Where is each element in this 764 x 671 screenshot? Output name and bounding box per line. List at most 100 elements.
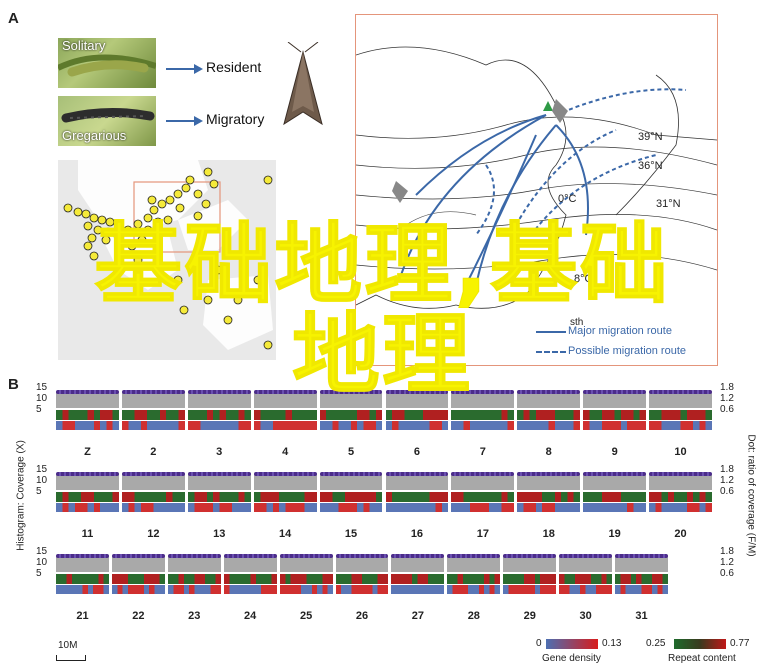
coverage-histogram [56,392,119,408]
chromosome-label: 26 [355,610,369,622]
chromosome-track [335,550,389,598]
coverage-histogram [56,556,109,572]
chromosome-track [451,386,515,434]
repeat-content-track [451,492,515,502]
chromosome-track [121,386,185,434]
right-axis-tick: 0.6 [720,486,734,497]
chromosome-label: 8 [545,446,552,458]
gene-density-track [335,585,389,594]
repeat-content-track [559,574,613,584]
scale-bar-label: 10M [58,640,78,651]
gene-density-min: 0 [536,638,542,649]
chromosome-label: 13 [213,528,226,540]
repeat-content-track [319,410,383,420]
ratio-dots [167,554,221,558]
chromosome-label: 28 [467,610,480,622]
migration-map: 39°N 36°N 0°C 31°N 8°C sth Major migrati… [355,14,718,366]
chromosome-track [583,468,647,516]
chromosome-label: 15 [344,528,358,540]
occurrence-dot [73,207,83,217]
gene-density-track [391,585,445,594]
chromosome-label: 7 [479,446,486,458]
gene-density-title: Gene density [542,653,601,664]
ratio-dots [615,554,668,558]
chromosome-label: 14 [279,528,292,540]
right-axis-label: Dot: ratio of coverage (F/M) [745,434,757,557]
repeat-content-track [335,574,389,584]
occurrence-dot [93,225,103,235]
right-axis-tick: 1.2 [720,557,734,568]
gene-density-colorbar [546,639,598,649]
left-axis-tick: 15 [36,382,48,393]
gene-density-track [559,585,613,594]
repeat-content-track [451,410,515,420]
occurrence-dot [105,217,115,227]
coverage-histogram [253,474,317,490]
ratio-dots [583,472,647,476]
chromosome-label: 2 [150,446,157,458]
left-axis-tick: 5 [36,568,42,579]
left-axis-tick: 5 [36,486,42,497]
isotherm-31n: 31°N [656,198,681,210]
isotherm-36n: 36°N [638,160,663,172]
ratio-dots [517,472,581,476]
ratio-dots [649,390,712,394]
gene-density-track [56,421,119,430]
chromosome-track [385,468,449,516]
left-axis-tick: 5 [36,404,42,415]
ratio-dots [319,390,383,394]
left-axis-tick: 10 [36,557,48,568]
gene-density-track [56,503,119,512]
chromosome-track [253,386,317,434]
coverage-histogram [615,556,668,572]
chromosome-label: 4 [282,446,289,458]
repeat-content-track [391,574,445,584]
ratio-dots [583,390,647,394]
coverage-histogram [583,474,647,490]
occurrence-dot [83,241,93,251]
right-axis-tick: 1.8 [720,546,734,557]
resident-label: Resident [206,59,262,75]
occurrence-dot [209,179,219,189]
repeat-content-track [447,574,501,584]
repeat-content-track [187,410,251,420]
gene-density-track [167,585,221,594]
left-axis-tick: 15 [36,464,48,475]
occurrence-dot [201,199,211,209]
occurrence-dot [103,227,113,237]
gene-density-track [447,585,501,594]
coverage-histogram [385,392,449,408]
chromosome-label: 11 [81,528,94,540]
coverage-histogram [583,392,647,408]
chromosome-label: Z [84,446,91,458]
occurrence-dot [133,219,143,229]
chromosome-label: 18 [542,528,555,540]
repeat-content-track [253,492,317,502]
chromosome-track [111,550,165,598]
chromosome-label: 31 [635,610,648,622]
ratio-dots [56,390,119,394]
occurrence-dot [137,235,147,245]
occurrence-dot [181,183,191,193]
gene-density-max: 0.13 [602,638,622,649]
repeat-content-title: Repeat content [668,653,736,664]
gene-density-track [319,503,383,512]
repeat-content-track [649,410,712,420]
legend-partial: sth [570,317,584,328]
ratio-dots [319,472,383,476]
occurrence-dot [253,275,263,285]
coverage-histogram [187,392,251,408]
occurrence-dot [97,215,107,225]
repeat-content-track [121,410,185,420]
chromosome-track [319,468,383,516]
occurrence-dot [133,255,143,265]
gene-density-track [385,503,449,512]
ratio-dots [56,554,109,558]
occurrence-dot [127,241,137,251]
right-axis-tick: 1.2 [720,475,734,486]
coverage-histogram [451,392,515,408]
occurrence-dot [147,195,157,205]
coverage-histogram [319,474,383,490]
chromosome-label: 29 [523,610,536,622]
chromosome-label: 17 [476,528,489,540]
